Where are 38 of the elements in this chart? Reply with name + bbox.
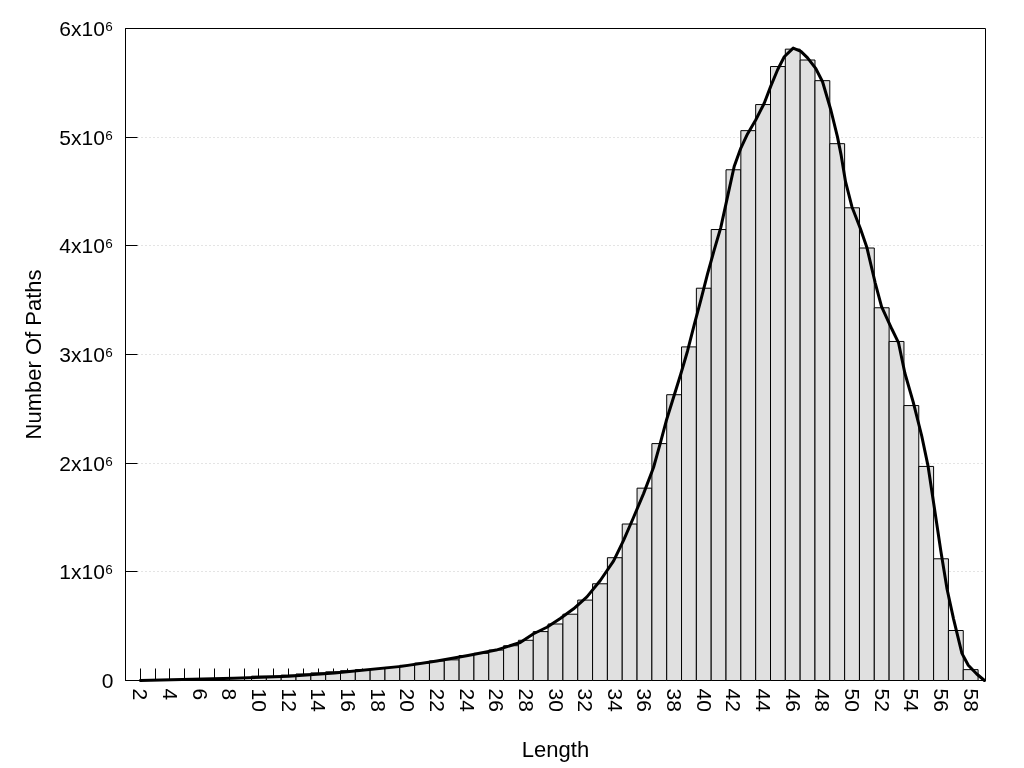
- x-tick-label: 56: [930, 688, 954, 712]
- x-tick-label: 54: [900, 688, 924, 713]
- y-tick-label: 4x10⁶: [59, 234, 114, 258]
- x-tick-label: 4: [158, 688, 182, 701]
- x-tick-label: 2: [129, 688, 153, 701]
- x-tick-label: 8: [218, 688, 242, 701]
- x-tick-label: 12: [277, 688, 301, 712]
- x-tick-label: 36: [633, 688, 657, 712]
- x-tick-label: 32: [574, 688, 598, 712]
- x-tick-label: 44: [752, 688, 776, 713]
- x-tick-label: 38: [663, 688, 687, 712]
- x-tick-label: 58: [959, 688, 983, 712]
- x-axis-title: Length: [521, 736, 590, 762]
- x-tick-label: 6: [188, 688, 212, 701]
- x-tick-label: 34: [603, 688, 627, 713]
- y-tick-label: 2x10⁶: [59, 451, 114, 475]
- x-tick-label: 24: [455, 688, 479, 713]
- x-tick-label: 26: [485, 688, 509, 712]
- x-tick-label: 10: [247, 688, 271, 712]
- x-tick-label: 18: [366, 688, 390, 712]
- y-tick-label: 1x10⁶: [59, 560, 114, 584]
- x-tick-label: 20: [396, 688, 420, 712]
- y-axis-title: Number Of Paths: [21, 269, 47, 440]
- y-tick-label: 6x10⁶: [59, 17, 114, 40]
- x-tick-label: 48: [811, 688, 835, 712]
- x-tick-label: 46: [781, 688, 805, 712]
- x-tick-label: 40: [692, 688, 716, 712]
- x-tick-label: 16: [336, 688, 360, 712]
- x-tick-label: 50: [841, 688, 865, 712]
- x-tick-label: 28: [514, 688, 538, 712]
- x-tick-label: 42: [722, 688, 746, 712]
- x-tick-label: 30: [544, 688, 568, 712]
- x-tick-label: 14: [307, 688, 331, 713]
- y-tick-label: 3x10⁶: [59, 343, 114, 366]
- y-tick-label: 5x10⁶: [59, 125, 114, 149]
- x-tick-label: 52: [870, 688, 894, 712]
- x-tick-label: 22: [425, 688, 449, 712]
- y-tick-label: 0: [101, 669, 114, 692]
